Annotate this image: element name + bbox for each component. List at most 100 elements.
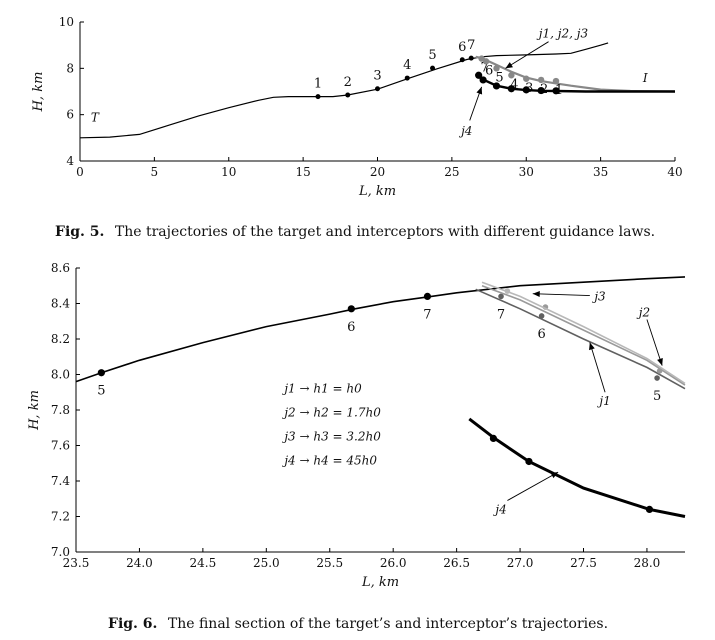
fig6-arrow-j2-head bbox=[657, 358, 663, 366]
fig5-point-label: 5 bbox=[495, 70, 503, 85]
fig5-x-tick-label: 30 bbox=[519, 165, 534, 179]
fig6-series-line bbox=[75, 276, 686, 383]
fig6-y-tick-label: 8.0 bbox=[51, 368, 70, 382]
fig6-series-line bbox=[475, 288, 686, 390]
fig6-point-label: 6 bbox=[537, 327, 545, 342]
fig5-point-label: 4 bbox=[403, 58, 411, 73]
fig5-label-j123: j1, j2, j3 bbox=[536, 27, 589, 41]
fig5-point bbox=[468, 55, 474, 61]
fig5-point bbox=[345, 92, 351, 98]
fig6-x-tick-label: 26.0 bbox=[380, 556, 407, 570]
fig5-x-tick-label: 5 bbox=[151, 165, 159, 179]
fig5-x-tick-label: 0 bbox=[76, 165, 84, 179]
fig6-x-tick-label: 26.5 bbox=[443, 556, 470, 570]
fig6-x-tick-label: 24.5 bbox=[190, 556, 217, 570]
fig5-caption: Fig. 5. The trajectories of the target a… bbox=[55, 224, 655, 240]
fig6-y-tick-label: 8.2 bbox=[51, 332, 70, 346]
fig5-y-axis-label: H, km bbox=[31, 72, 46, 113]
fig5-series-line bbox=[79, 42, 609, 139]
fig5-point bbox=[404, 75, 410, 81]
fig5-caption-text: The trajectories of the target and inter… bbox=[115, 224, 655, 240]
fig5-x-tick-label: 35 bbox=[593, 165, 608, 179]
fig6-arrow-j3-head bbox=[532, 290, 540, 297]
fig5-x-tick-label: 10 bbox=[221, 165, 236, 179]
fig5-label-intercept: I bbox=[642, 71, 648, 85]
fig6-y-tick-label: 7.6 bbox=[51, 439, 70, 453]
fig5-point bbox=[315, 94, 321, 100]
fig6-y-tick-label: 7.4 bbox=[51, 474, 70, 488]
fig6-legend-line: j2 → h2 = 1.7h0 bbox=[281, 405, 381, 419]
fig6-y-tick-label: 8.6 bbox=[51, 261, 70, 275]
fig5-point bbox=[375, 86, 380, 92]
fig6-legend-line: j4 → h4 = 45h0 bbox=[281, 453, 377, 467]
fig6-x-tick-label: 28.0 bbox=[634, 556, 661, 570]
fig6-caption: Fig. 6. The final section of the target’… bbox=[108, 616, 608, 632]
fig6-arrow-j2 bbox=[646, 319, 663, 366]
fig6-x-axis-label: L, km bbox=[361, 575, 399, 590]
fig5-point bbox=[482, 58, 490, 65]
fig6-point-label: 6 bbox=[347, 320, 355, 335]
fig5-y-tick-label: 8 bbox=[66, 61, 74, 75]
fig6-caption-text: The final section of the target’s and in… bbox=[168, 616, 608, 632]
fig6-arrow-j3 bbox=[532, 293, 590, 296]
fig6-x-tick-label: 25.0 bbox=[253, 556, 280, 570]
fig5-point bbox=[522, 86, 530, 94]
fig5-arrow-j4-head bbox=[476, 86, 483, 95]
fig5-point bbox=[430, 65, 436, 71]
fig5-x-tick-label: 40 bbox=[667, 165, 682, 179]
fig5-series-line bbox=[474, 73, 675, 93]
fig6-x-tick-label: 23.5 bbox=[63, 556, 90, 570]
fig6-y-axis-label: H, km bbox=[27, 390, 42, 431]
fig5-point-label: 7 bbox=[480, 61, 488, 76]
fig5-x-axis-label: L, km bbox=[358, 184, 396, 199]
fig5-x-tick-label: 25 bbox=[444, 165, 459, 179]
fig6-point-label: 7 bbox=[423, 307, 431, 322]
fig5-point bbox=[537, 76, 545, 84]
fig6-point-label: 5 bbox=[653, 389, 661, 404]
fig6-arrow-j4-head bbox=[550, 472, 559, 479]
fig6-point bbox=[347, 305, 355, 313]
fig6-point-label: 7 bbox=[497, 307, 505, 322]
fig5-point bbox=[475, 71, 483, 79]
fig5-point bbox=[552, 87, 560, 95]
fig6-label-j1: j1 bbox=[596, 394, 610, 408]
fig6-point bbox=[654, 375, 660, 381]
fig6-y-tick-label: 7.2 bbox=[51, 510, 70, 524]
fig6-x-tick-label: 25.5 bbox=[316, 556, 343, 570]
fig5-label-target: T bbox=[91, 111, 100, 125]
fig6-y-tick-label: 7.8 bbox=[51, 403, 70, 417]
fig6-series-line bbox=[481, 284, 686, 386]
fig5-point-label: 6 bbox=[458, 40, 466, 55]
fig6-point bbox=[504, 288, 511, 294]
fig5-point bbox=[492, 82, 501, 90]
fig5-point bbox=[537, 86, 545, 95]
fig5-point bbox=[523, 75, 530, 82]
fig5-arrow-j123-head bbox=[505, 62, 513, 69]
fig6-label-j2: j2 bbox=[636, 305, 650, 319]
fig5-point-label: 7 bbox=[467, 38, 475, 53]
fig5-point-label: 1 bbox=[314, 77, 322, 92]
fig5-point-label: 6 bbox=[485, 63, 493, 78]
fig6-label-j4: j4 bbox=[492, 502, 506, 516]
fig6-y-tick-label: 7.0 bbox=[51, 545, 70, 559]
fig6-point bbox=[423, 292, 432, 300]
fig5-y-tick-label: 10 bbox=[59, 15, 74, 29]
fig5-point bbox=[552, 77, 560, 85]
fig5-point bbox=[459, 57, 465, 63]
fig6-x-tick-label: 27.5 bbox=[570, 556, 597, 570]
fig6-x-tick-label: 27.0 bbox=[507, 556, 534, 570]
fig6-caption-label: Fig. 6. bbox=[108, 616, 157, 632]
fig6-series-line bbox=[468, 417, 686, 518]
fig5-point-label: 4 bbox=[510, 77, 518, 92]
fig5-label-j4: j4 bbox=[458, 124, 472, 138]
fig6-point bbox=[498, 293, 504, 300]
fig6-arrow-j1 bbox=[589, 342, 606, 393]
fig6-arrow-j1-head bbox=[589, 342, 595, 351]
fig5-y-tick-label: 4 bbox=[66, 154, 74, 168]
fig5-x-tick-label: 20 bbox=[370, 165, 385, 179]
fig6-point bbox=[489, 434, 498, 442]
fig5-y-tick-label: 6 bbox=[66, 108, 74, 122]
fig6-point bbox=[97, 369, 105, 377]
fig6-point bbox=[525, 457, 533, 466]
